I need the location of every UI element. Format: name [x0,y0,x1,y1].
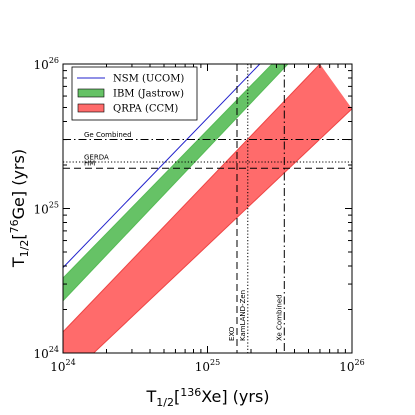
ref-label-xe-combined: Xe Combined [275,294,283,341]
y-tick-label: 1025 [34,201,59,217]
legend-label-qrpa: QRPA (CCM) [113,104,178,115]
plot-area [63,64,352,353]
band-lower-edge-qrpa-ccm [92,108,352,353]
legend-label-nsm: NSM (UCOM) [113,74,184,85]
band-upper-edge-qrpa-ccm [63,64,321,333]
ref-label-gerda: GERDA [84,153,109,161]
tick-labels: 1024 1025 1026 1024 1025 1026 [34,56,365,374]
y-axis-label: T1/2[76Ge] (yrs) [8,149,31,268]
ref-label-hm: HM [84,160,95,168]
legend-swatch-ibm [77,88,105,98]
legend-label-ibm: IBM (Jastrow) [113,89,184,100]
y-tick-label: 1026 [34,56,59,72]
band-qrpa-ccm [63,64,352,353]
ref-label-kamland-zen: KamLAND-Zen [239,290,247,341]
x-tick-label: 1026 [339,358,364,374]
y-tick-label: 1024 [34,345,59,361]
reference-lines [63,64,352,353]
band-lower-edge-ibm-jastrow [63,64,289,302]
legend: NSM (UCOM) IBM (Jastrow) QRPA (CCM) [71,66,198,121]
x-axis-label: T1/2[136Xe] (yrs) [145,386,269,409]
line-nsm-ucom [63,64,261,268]
x-tick-label: 1024 [50,358,75,374]
ref-label-ge-combined: Ge Combined [84,131,132,139]
ref-label-exo: EXO [228,326,236,341]
legend-swatch-qrpa [77,103,105,113]
x-tick-label: 1025 [195,358,220,374]
